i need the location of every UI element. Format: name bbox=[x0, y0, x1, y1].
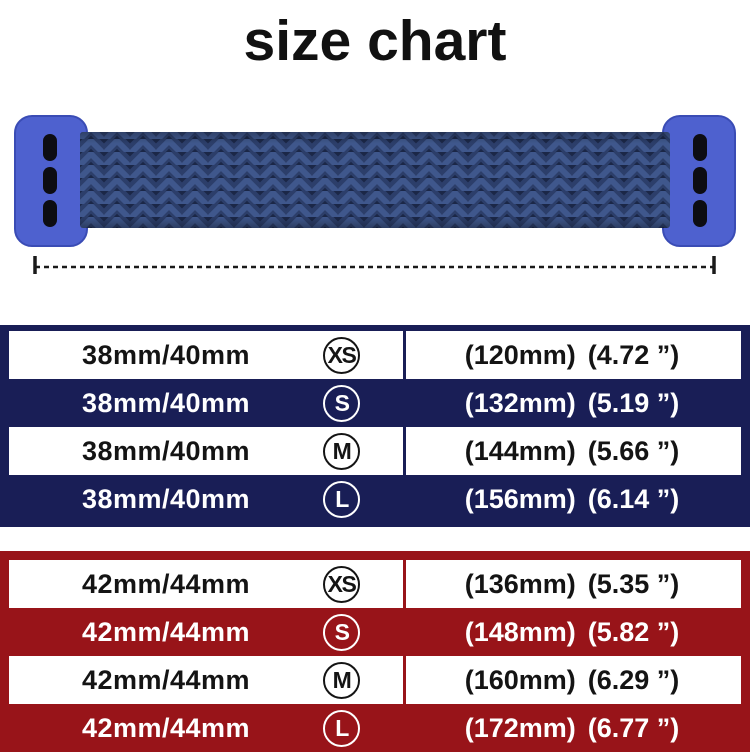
table-row: 38mm/40mm M (144mm) (5.66 ”) bbox=[0, 427, 750, 475]
column-divider bbox=[403, 656, 406, 704]
model-label: 42mm/44mm bbox=[81, 568, 251, 599]
table-row: 42mm/44mm S (148mm) (5.82 ”) bbox=[0, 608, 750, 656]
size-badge: S bbox=[323, 613, 360, 651]
table-row: 42mm/44mm M (160mm) (6.29 ”) bbox=[0, 656, 750, 704]
model-label: 42mm/44mm bbox=[81, 712, 251, 743]
length-mm: (172mm) bbox=[464, 712, 576, 743]
length-inch: (4.72 ”) bbox=[587, 339, 680, 370]
size-cell: 42mm/44mm L bbox=[9, 704, 403, 752]
length-cell: (148mm) (5.82 ”) bbox=[403, 617, 741, 648]
size-table-42-44: 42mm/44mm XS (136mm) (5.35 ”) 42mm/44mm … bbox=[0, 551, 750, 752]
column-divider bbox=[403, 475, 406, 523]
length-inch: (6.29 ”) bbox=[587, 664, 680, 695]
measure-line bbox=[33, 256, 716, 274]
length-inch: (6.77 ”) bbox=[587, 712, 680, 743]
table-row: 38mm/40mm XS (120mm) (4.72 ”) bbox=[0, 331, 750, 379]
length-cell: (156mm) (6.14 ”) bbox=[403, 484, 741, 515]
length-inch: (5.19 ”) bbox=[587, 387, 680, 418]
size-badge: L bbox=[323, 480, 360, 518]
table-row: 38mm/40mm S (132mm) (5.19 ”) bbox=[0, 379, 750, 427]
model-label: 38mm/40mm bbox=[81, 387, 251, 418]
model-label: 42mm/44mm bbox=[81, 664, 251, 695]
length-cell: (160mm) (6.29 ”) bbox=[403, 665, 741, 696]
size-cell: 38mm/40mm XS bbox=[9, 331, 403, 379]
length-mm: (136mm) bbox=[464, 568, 576, 599]
column-divider bbox=[403, 331, 406, 379]
length-inch: (5.82 ”) bbox=[587, 616, 680, 647]
column-divider bbox=[403, 608, 406, 656]
size-badge: M bbox=[323, 432, 360, 470]
length-mm: (148mm) bbox=[464, 616, 576, 647]
length-cell: (172mm) (6.77 ”) bbox=[403, 713, 741, 744]
length-inch: (5.35 ”) bbox=[587, 568, 680, 599]
model-label: 38mm/40mm bbox=[81, 483, 251, 514]
column-divider bbox=[403, 427, 406, 475]
length-inch: (5.66 ”) bbox=[587, 435, 680, 466]
column-divider bbox=[403, 560, 406, 608]
size-badge: L bbox=[323, 709, 360, 747]
page-title: size chart bbox=[243, 9, 507, 73]
length-cell: (144mm) (5.66 ”) bbox=[403, 436, 741, 467]
table-row: 38mm/40mm L (156mm) (6.14 ”) bbox=[0, 475, 750, 523]
size-badge: M bbox=[323, 661, 360, 699]
length-cell: (120mm) (4.72 ”) bbox=[403, 340, 741, 371]
length-cell: (136mm) (5.35 ”) bbox=[403, 569, 741, 600]
band-image bbox=[14, 115, 736, 274]
size-cell: 38mm/40mm M bbox=[9, 427, 403, 475]
length-inch: (6.14 ”) bbox=[587, 483, 680, 514]
column-divider bbox=[403, 704, 406, 752]
left-adapter bbox=[14, 115, 88, 247]
right-adapter bbox=[662, 115, 736, 247]
size-cell: 42mm/44mm S bbox=[9, 608, 403, 656]
table-row: 42mm/44mm L (172mm) (6.77 ”) bbox=[0, 704, 750, 752]
length-mm: (144mm) bbox=[464, 435, 576, 466]
model-label: 38mm/40mm bbox=[81, 339, 251, 370]
length-mm: (120mm) bbox=[464, 339, 576, 370]
size-badge: XS bbox=[323, 336, 360, 374]
table-row: 42mm/44mm XS (136mm) (5.35 ”) bbox=[0, 560, 750, 608]
size-cell: 38mm/40mm L bbox=[9, 475, 403, 523]
column-divider bbox=[403, 379, 406, 427]
size-table-38-40: 38mm/40mm XS (120mm) (4.72 ”) 38mm/40mm … bbox=[0, 325, 750, 527]
length-mm: (156mm) bbox=[464, 483, 576, 514]
size-cell: 42mm/44mm M bbox=[9, 656, 403, 704]
size-cell: 38mm/40mm S bbox=[9, 379, 403, 427]
braided-band bbox=[80, 132, 670, 228]
length-mm: (132mm) bbox=[464, 387, 576, 418]
length-cell: (132mm) (5.19 ”) bbox=[403, 388, 741, 419]
model-label: 38mm/40mm bbox=[81, 435, 251, 466]
size-badge: S bbox=[323, 384, 360, 422]
size-cell: 42mm/44mm XS bbox=[9, 560, 403, 608]
size-badge: XS bbox=[323, 565, 360, 603]
length-mm: (160mm) bbox=[464, 664, 576, 695]
model-label: 42mm/44mm bbox=[81, 616, 251, 647]
